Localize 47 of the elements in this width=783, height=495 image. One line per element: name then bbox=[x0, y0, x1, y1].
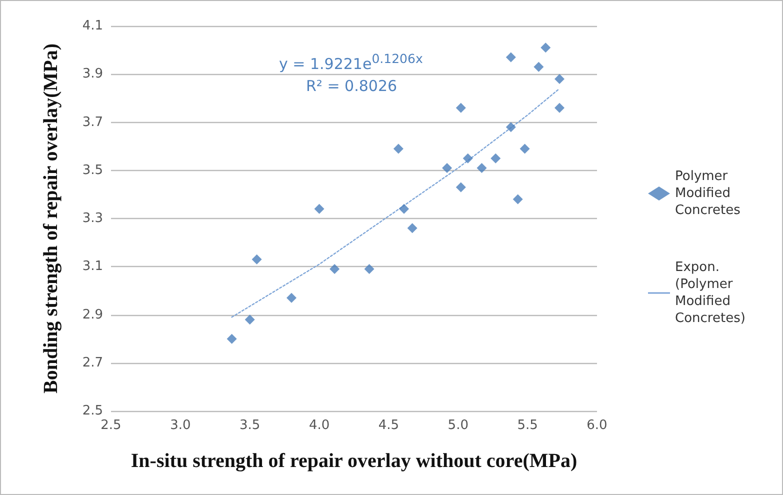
point bbox=[314, 204, 324, 214]
point bbox=[490, 153, 501, 164]
y-tick-label: 3.3 bbox=[82, 211, 103, 226]
x-tick-label: 4.5 bbox=[378, 418, 400, 433]
point bbox=[364, 264, 374, 274]
point bbox=[554, 74, 565, 84]
point bbox=[456, 102, 466, 113]
x-tick-label: 4.0 bbox=[308, 418, 330, 433]
point bbox=[226, 334, 237, 344]
legend-label: Expon. (Polymer Modified Concretes) bbox=[675, 260, 746, 326]
point bbox=[407, 223, 418, 234]
point bbox=[393, 144, 404, 154]
point bbox=[512, 194, 523, 204]
x-tick-label: 3.0 bbox=[170, 418, 191, 433]
point bbox=[456, 182, 466, 192]
point bbox=[244, 314, 255, 325]
point bbox=[534, 62, 544, 72]
y-axis-title: Bonding strength of repair overlay(MPa) bbox=[40, 44, 62, 394]
x-tick-label: 5.5 bbox=[517, 418, 538, 433]
point bbox=[442, 162, 452, 173]
y-tick-label: 3.1 bbox=[82, 259, 103, 274]
point bbox=[506, 52, 516, 62]
y-tick-label: 3.7 bbox=[82, 114, 103, 130]
legend-label: Polymer Modified Concretes bbox=[675, 169, 741, 218]
x-tick-label: 6.0 bbox=[586, 418, 608, 433]
y-tick-label: 3.5 bbox=[82, 162, 103, 178]
y-tick-label: 2.5 bbox=[82, 404, 103, 418]
point bbox=[330, 264, 340, 274]
point bbox=[476, 162, 487, 173]
y-tick-label: 3.9 bbox=[82, 66, 103, 82]
point bbox=[462, 153, 473, 164]
point bbox=[252, 254, 262, 264]
point bbox=[398, 204, 409, 214]
point bbox=[286, 292, 297, 303]
x-tick-label: 5.0 bbox=[448, 418, 468, 433]
x-tick-label: 3.5 bbox=[240, 418, 260, 433]
point bbox=[520, 144, 530, 154]
point bbox=[554, 102, 565, 113]
point bbox=[506, 122, 516, 132]
y-tick-label: 4.1 bbox=[82, 18, 103, 34]
point bbox=[540, 42, 551, 53]
y-tick-label: 2.9 bbox=[82, 307, 103, 322]
y-tick-label: 2.7 bbox=[82, 355, 103, 370]
annotation: y = 1.9221e$^{0.1206x}$ bbox=[279, 51, 423, 73]
annotation: R² = 0.8026 bbox=[306, 77, 398, 95]
x-tick-label: 2.5 bbox=[100, 418, 122, 433]
x-axis-title: In-situ strength of repair overlay without core(MPa) bbox=[130, 450, 578, 472]
